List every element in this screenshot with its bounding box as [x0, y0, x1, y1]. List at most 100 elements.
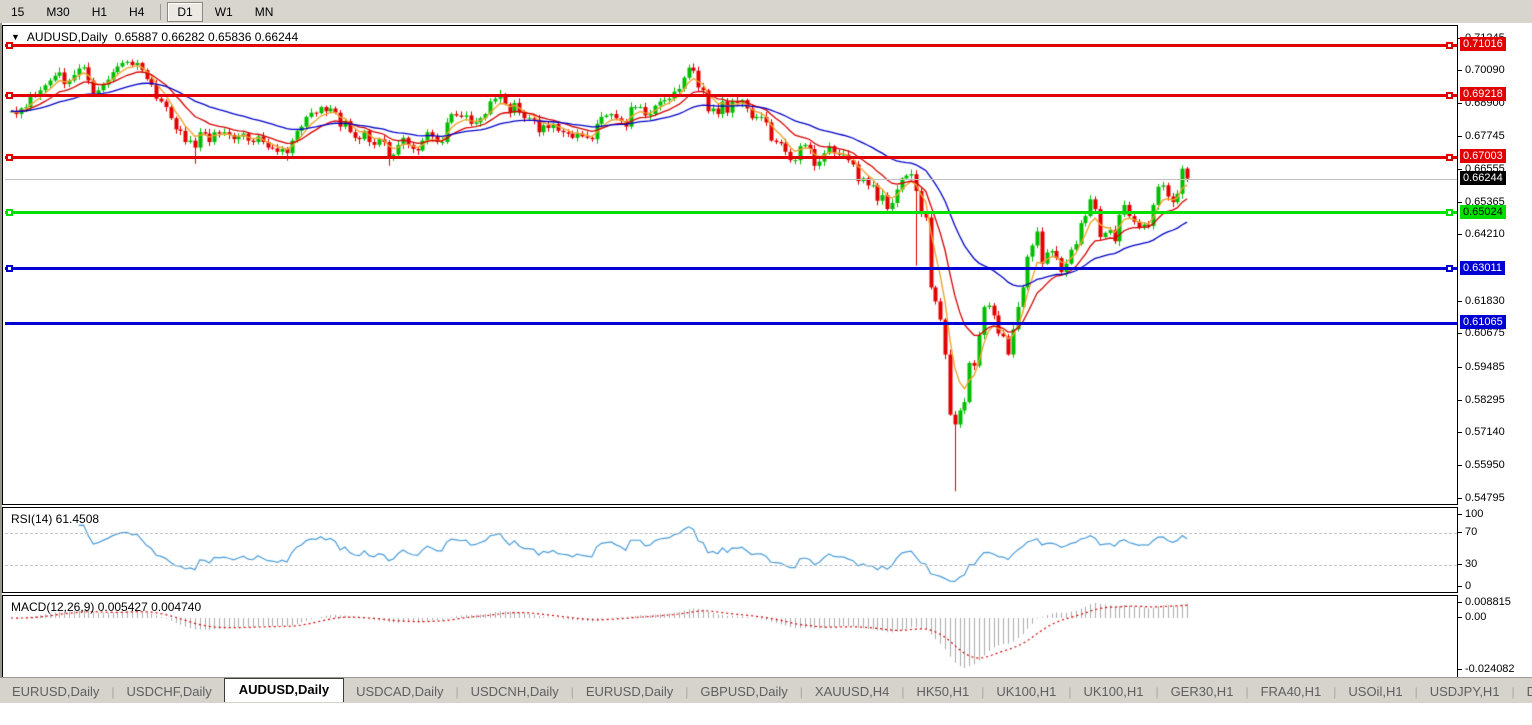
axis-tick-mark — [1458, 234, 1462, 236]
axis-tick-mark — [1458, 366, 1462, 368]
chevron-down-icon[interactable]: ▼ — [11, 32, 20, 42]
axis-tick-mark — [1458, 497, 1462, 499]
axis-tick-mark — [1458, 432, 1462, 434]
horizontal-line-0.67003[interactable] — [5, 155, 1457, 159]
axis-tick-mark — [1458, 602, 1462, 603]
line-handle-left-0.69218[interactable] — [6, 91, 13, 99]
chart-symbol: AUDUSD,Daily — [26, 30, 108, 44]
price-badge-0.61065: 0.61065 — [1460, 315, 1506, 330]
axis-tick-mark — [1458, 586, 1462, 587]
rsi-level-70 — [5, 532, 1457, 534]
horizontal-line-0.69218[interactable] — [5, 93, 1457, 97]
chart-tab-eurusd-daily[interactable]: EURUSD,Daily — [12, 684, 100, 699]
axis-tick-mark — [1458, 669, 1462, 671]
chart-tab-dj30-h1[interactable]: DJ30,H1 — [1526, 684, 1532, 699]
chart-tab-fra40-h1[interactable]: FRA40,H1 — [1260, 684, 1322, 699]
chart-tab-uk100-h1[interactable]: UK100,H1 — [1083, 684, 1144, 699]
candlestick-canvas[interactable] — [3, 26, 1457, 504]
line-handle-right-0.63011[interactable] — [1446, 265, 1453, 273]
rsi-level-30 — [5, 564, 1457, 566]
macd-axis-label: 0.008815 — [1465, 596, 1511, 608]
horizontal-line-0.71016[interactable] — [5, 43, 1457, 47]
line-handle-left-0.65024[interactable] — [6, 209, 13, 217]
rsi-panel[interactable]: RSI(14) 61.4508 — [2, 507, 1458, 593]
timeframe-toolbar: 15 M30 H1 H4 D1 W1 MN — [0, 0, 1532, 24]
line-handle-right-0.65024[interactable] — [1446, 209, 1453, 217]
axis-tick-mark — [1458, 333, 1462, 335]
price-tick-label: 0.61830 — [1465, 294, 1505, 307]
macd-panel[interactable]: MACD(12,26,9) 0.005427 0.004740 — [2, 595, 1458, 681]
timeframe-button-h1[interactable]: H1 — [91, 4, 108, 19]
axis-tick-mark — [1458, 202, 1462, 204]
timeframe-button-h4[interactable]: H4 — [129, 4, 145, 19]
chart-tab-uk100-h1[interactable]: UK100,H1 — [996, 684, 1057, 699]
price-badge-0.63011: 0.63011 — [1460, 260, 1505, 275]
axis-tick-mark — [1458, 617, 1462, 618]
chart-tab-usdjpy-h1[interactable]: USDJPY,H1 — [1429, 684, 1500, 699]
current-price-badge: 0.66244 — [1460, 170, 1506, 185]
axis-tick-mark — [1458, 300, 1462, 302]
axis-tick-mark — [1458, 514, 1462, 515]
chart-tab-usdcnh-daily[interactable]: USDCNH,Daily — [470, 684, 559, 699]
axis-tick-mark — [1458, 465, 1462, 467]
price-tick-label: 0.67745 — [1465, 129, 1505, 142]
axis-tick-mark — [1458, 103, 1462, 105]
line-handle-right-0.71016[interactable] — [1446, 41, 1453, 49]
rsi-axis-label: 70 — [1465, 525, 1478, 538]
chart-tab-usoil-h1[interactable]: USOil,H1 — [1348, 684, 1403, 699]
tab-separator: | — [901, 685, 905, 699]
timeframe-button-w1[interactable]: W1 — [214, 4, 233, 19]
rsi-axis-label: 0 — [1465, 580, 1472, 592]
rsi-axis-label: 100 — [1465, 508, 1484, 520]
chart-tab-eurusd-daily[interactable]: EURUSD,Daily — [585, 684, 674, 699]
timeframe-button-mn[interactable]: MN — [254, 4, 274, 19]
macd-axis-label: 0.00 — [1465, 611, 1487, 623]
tab-separator: | — [685, 685, 689, 699]
price-badge-0.67003: 0.67003 — [1460, 149, 1506, 164]
price-tick-label: 0.57140 — [1465, 426, 1505, 439]
chart-tab-audusd-daily[interactable]: AUDUSD,Daily — [223, 678, 345, 702]
chart-ohlc-values: 0.65887 0.66282 0.65836 0.66244 — [114, 30, 299, 44]
line-handle-right-0.69218[interactable] — [1446, 91, 1453, 99]
horizontal-line-0.61065[interactable] — [5, 321, 1457, 325]
line-handle-left-0.63011[interactable] — [6, 265, 13, 273]
price-badge-0.69218: 0.69218 — [1460, 87, 1506, 102]
macd-label: MACD(12,26,9) 0.005427 0.004740 — [11, 600, 202, 614]
rsi-label: RSI(14) 61.4508 — [11, 512, 100, 526]
current-price-line — [5, 178, 1457, 180]
tab-separator: | — [1511, 685, 1515, 699]
tab-separator: | — [799, 685, 803, 699]
chart-tab-usdchf-daily[interactable]: USDCHF,Daily — [126, 684, 212, 699]
price-badge-0.65024: 0.65024 — [1460, 204, 1506, 219]
chart-tab-gbpusd-daily[interactable]: GBPUSD,Daily — [700, 684, 788, 699]
price-tick-label: 0.54795 — [1465, 491, 1505, 504]
price-chart-panel[interactable]: ▼ AUDUSD,Daily 0.65887 0.66282 0.65836 0… — [2, 25, 1458, 505]
chart-tab-hk50-h1[interactable]: HK50,H1 — [916, 684, 970, 699]
toolbar-separator — [160, 3, 162, 20]
chart-title: ▼ AUDUSD,Daily 0.65887 0.66282 0.65836 0… — [11, 30, 298, 44]
price-tick-label: 0.70090 — [1465, 63, 1505, 76]
line-handle-left-0.67003[interactable] — [6, 153, 13, 161]
tab-separator: | — [455, 685, 459, 699]
line-handle-left-0.71016[interactable] — [6, 41, 13, 49]
chart-tab-usdcad-daily[interactable]: USDCAD,Daily — [356, 684, 444, 699]
axis-tick-mark — [1458, 168, 1462, 170]
timeframe-button-d1[interactable]: D1 — [167, 1, 203, 22]
tab-separator: | — [570, 685, 574, 699]
horizontal-line-0.65024[interactable] — [5, 211, 1457, 215]
axis-tick-mark — [1458, 531, 1462, 533]
line-handle-right-0.67003[interactable] — [1446, 153, 1453, 161]
timeframe-button-m30[interactable]: M30 — [46, 4, 70, 19]
chart-tab-xauusd-h4[interactable]: XAUUSD,H4 — [814, 684, 890, 699]
chart-tab-ger30-h1[interactable]: GER30,H1 — [1170, 684, 1234, 699]
timeframe-button-15[interactable]: 15 — [11, 4, 25, 19]
rsi-canvas — [3, 508, 1457, 592]
tab-separator: | — [1245, 685, 1249, 699]
axis-tick-mark — [1458, 69, 1462, 71]
tab-separator: | — [1333, 685, 1337, 699]
chart-window: ▼ AUDUSD,Daily 0.65887 0.66282 0.65836 0… — [0, 23, 1532, 701]
horizontal-line-0.63011[interactable] — [5, 267, 1457, 271]
tab-separator: | — [1068, 685, 1072, 699]
price-axis[interactable]: 0.712450.700900.689000.677450.665550.653… — [1458, 23, 1532, 681]
